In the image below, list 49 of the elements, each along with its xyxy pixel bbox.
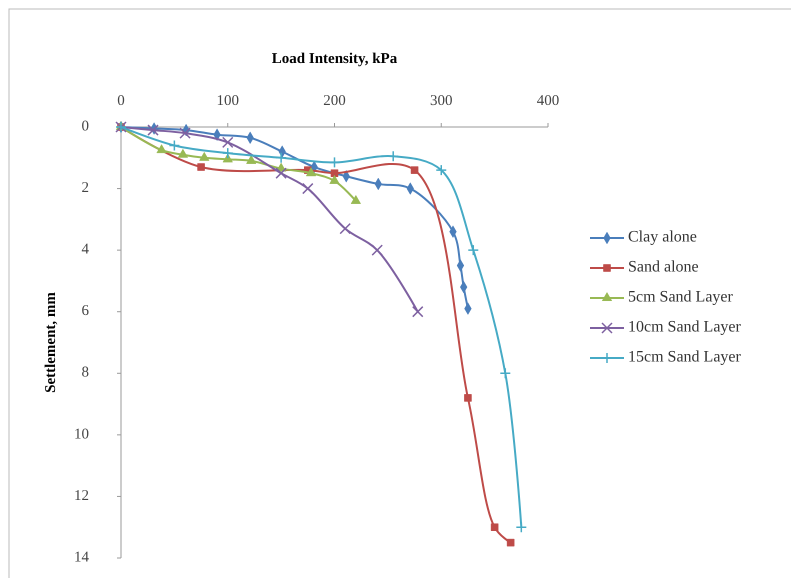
point — [197, 163, 205, 171]
point — [436, 164, 447, 176]
point — [275, 152, 287, 164]
point — [246, 155, 256, 164]
point — [156, 144, 167, 154]
point — [179, 127, 191, 139]
point — [329, 175, 340, 184]
point — [275, 167, 287, 179]
legend-label: 15cm Sand Layer — [628, 348, 742, 366]
y-tick-label: 12 — [74, 488, 89, 504]
legend-label: Clay alone — [628, 228, 697, 246]
y-tick-label: 2 — [82, 180, 89, 196]
x-tick-label: 300 — [430, 93, 452, 109]
point — [222, 147, 234, 159]
x-tick-label: 100 — [216, 93, 239, 109]
y-tick-label: 0 — [82, 118, 89, 134]
point — [412, 306, 424, 318]
point — [516, 521, 528, 533]
point — [339, 222, 351, 234]
x-tick-label: 200 — [323, 93, 346, 109]
y-tick-label: 14 — [74, 549, 90, 566]
point — [500, 368, 512, 380]
legend-label: 5cm Sand Layer — [628, 288, 734, 306]
x-axis-title: Load Intensity, kPa — [272, 51, 398, 67]
point — [306, 167, 316, 176]
point — [371, 244, 383, 256]
y-axis-title: Settlement, mm — [43, 292, 59, 393]
point — [330, 169, 338, 177]
x-tick-label: 400 — [536, 93, 560, 109]
point — [328, 156, 340, 168]
point — [464, 394, 472, 402]
y-tick-label: 10 — [74, 426, 89, 442]
point — [302, 182, 314, 194]
x-tick-label: 0 — [117, 93, 125, 109]
y-tick-label: 4 — [82, 242, 90, 258]
y-tick-label: 6 — [82, 303, 90, 320]
point — [168, 140, 180, 152]
point — [468, 244, 480, 256]
point — [222, 136, 234, 148]
point — [178, 148, 188, 158]
point — [410, 166, 418, 174]
point — [490, 523, 498, 531]
point — [350, 195, 361, 204]
legend-label: Sand alone — [628, 258, 699, 276]
point — [506, 538, 514, 546]
y-tick-label: 8 — [82, 364, 89, 381]
legend-label: 10cm Sand Layer — [628, 318, 742, 336]
point — [147, 124, 159, 136]
point — [199, 152, 210, 161]
